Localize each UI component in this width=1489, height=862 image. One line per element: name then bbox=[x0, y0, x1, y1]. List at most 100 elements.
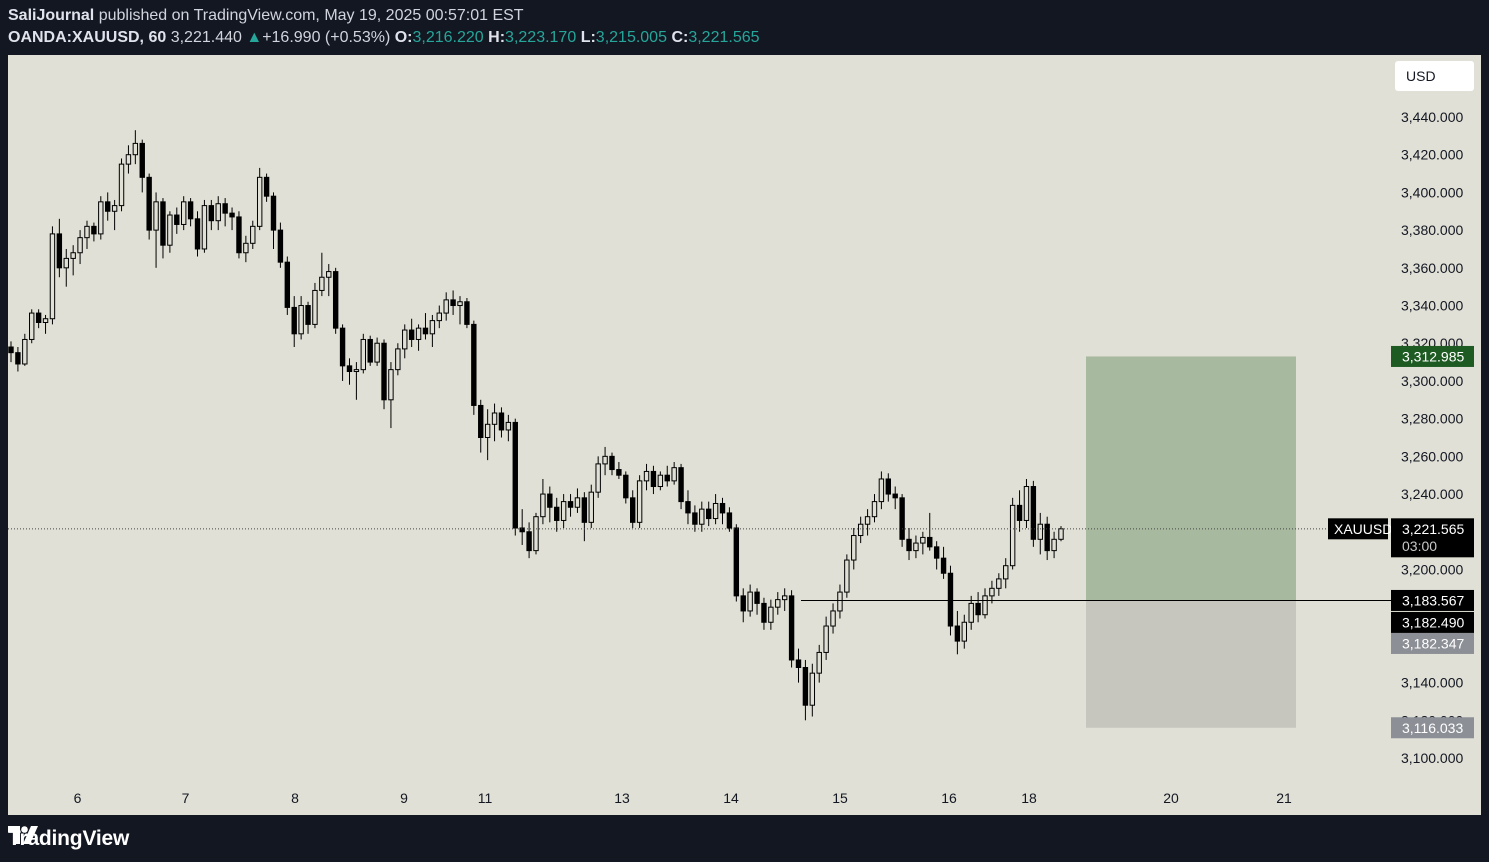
candle[interactable] bbox=[844, 554, 850, 598]
candle[interactable] bbox=[664, 465, 670, 487]
candle[interactable] bbox=[899, 494, 905, 547]
candle[interactable] bbox=[519, 509, 525, 545]
candle[interactable] bbox=[236, 211, 242, 259]
candle[interactable] bbox=[360, 333, 367, 374]
candle[interactable] bbox=[484, 409, 491, 461]
stop-label[interactable]: 3,116.033 bbox=[1391, 717, 1474, 739]
candle[interactable] bbox=[139, 139, 145, 193]
candle[interactable] bbox=[478, 399, 484, 453]
candle[interactable] bbox=[864, 509, 871, 536]
candle[interactable] bbox=[913, 535, 919, 559]
candle[interactable] bbox=[975, 592, 981, 623]
candle[interactable] bbox=[982, 588, 988, 619]
candle[interactable] bbox=[705, 501, 712, 527]
entry-label[interactable]: 3,183.567 bbox=[1391, 589, 1474, 611]
candle[interactable] bbox=[560, 494, 567, 528]
candle[interactable] bbox=[989, 580, 995, 604]
candle[interactable] bbox=[367, 335, 373, 366]
symbol-tag[interactable]: XAUUSD bbox=[1328, 518, 1392, 540]
candle[interactable] bbox=[146, 173, 152, 240]
candle[interactable] bbox=[1023, 478, 1030, 528]
profit-zone[interactable] bbox=[1086, 356, 1296, 601]
candle[interactable] bbox=[215, 196, 221, 231]
candle[interactable] bbox=[84, 220, 90, 249]
candle[interactable] bbox=[920, 531, 926, 555]
candle[interactable] bbox=[22, 333, 28, 366]
candle[interactable] bbox=[105, 192, 111, 221]
loss-zone[interactable] bbox=[1086, 600, 1296, 728]
candle[interactable] bbox=[35, 309, 42, 329]
candle[interactable] bbox=[754, 588, 760, 615]
candle[interactable] bbox=[395, 343, 401, 376]
candle[interactable] bbox=[657, 471, 664, 491]
candle[interactable] bbox=[699, 501, 705, 532]
candle[interactable] bbox=[512, 418, 518, 536]
candle[interactable] bbox=[422, 313, 429, 340]
candle[interactable] bbox=[70, 245, 76, 276]
candle[interactable] bbox=[132, 130, 139, 165]
candle[interactable] bbox=[98, 196, 104, 240]
candle[interactable] bbox=[740, 588, 746, 623]
candle[interactable] bbox=[685, 490, 691, 525]
candle[interactable] bbox=[692, 505, 698, 532]
candle[interactable] bbox=[906, 527, 912, 561]
candle[interactable] bbox=[1030, 480, 1037, 547]
candle[interactable] bbox=[554, 497, 560, 532]
candle[interactable] bbox=[298, 296, 304, 340]
candle[interactable] bbox=[671, 462, 677, 485]
candle[interactable] bbox=[415, 324, 422, 351]
candle[interactable] bbox=[77, 230, 83, 265]
candle[interactable] bbox=[326, 264, 332, 297]
chart-panel[interactable]: 3,440.000 3,420.000 3,400.000 3,380.000 3,36… bbox=[8, 55, 1481, 815]
candle[interactable] bbox=[229, 207, 235, 231]
candle[interactable] bbox=[1037, 512, 1043, 555]
candle[interactable] bbox=[581, 492, 588, 542]
candle[interactable] bbox=[208, 199, 215, 231]
candle[interactable] bbox=[650, 465, 657, 495]
candle[interactable] bbox=[540, 478, 546, 525]
candle[interactable] bbox=[436, 305, 442, 329]
candle[interactable] bbox=[111, 199, 118, 231]
time-axis[interactable]: 6 7 8 9 11 13 14 15 16 18 20 21 bbox=[74, 790, 1292, 806]
candle[interactable] bbox=[574, 488, 581, 513]
candle[interactable] bbox=[588, 484, 594, 528]
level2-label[interactable]: 3,182.490 bbox=[1391, 611, 1474, 633]
candle[interactable] bbox=[788, 590, 795, 668]
candle[interactable] bbox=[768, 599, 774, 630]
price-chart[interactable]: 3,440.000 3,420.000 3,400.000 3,380.000 3,36… bbox=[8, 55, 1481, 815]
candle[interactable] bbox=[443, 292, 449, 321]
candle[interactable] bbox=[457, 296, 463, 325]
candle[interactable] bbox=[526, 522, 532, 559]
candle[interactable] bbox=[118, 158, 125, 212]
candle[interactable] bbox=[795, 648, 802, 683]
candle[interactable] bbox=[243, 235, 249, 263]
candle[interactable] bbox=[1016, 490, 1023, 532]
candle[interactable] bbox=[450, 290, 456, 315]
candle[interactable] bbox=[270, 192, 277, 249]
candle[interactable] bbox=[533, 512, 539, 555]
candle[interactable] bbox=[284, 256, 291, 315]
candle[interactable] bbox=[180, 196, 187, 231]
candle[interactable] bbox=[339, 324, 346, 381]
candle[interactable] bbox=[595, 456, 601, 498]
target-label[interactable]: 3,312.985 bbox=[1391, 345, 1474, 367]
candle[interactable] bbox=[940, 546, 947, 579]
candle[interactable] bbox=[857, 516, 864, 544]
candle[interactable] bbox=[429, 314, 436, 348]
candle[interactable] bbox=[927, 512, 933, 551]
candle[interactable] bbox=[837, 584, 843, 619]
author-name[interactable]: SaliJournal bbox=[8, 7, 95, 24]
candle[interactable] bbox=[374, 337, 380, 366]
candle[interactable] bbox=[42, 314, 49, 334]
candle[interactable] bbox=[1003, 558, 1009, 589]
candle[interactable] bbox=[464, 297, 470, 329]
candle[interactable] bbox=[15, 347, 21, 372]
candle[interactable] bbox=[91, 222, 97, 242]
candle[interactable] bbox=[733, 524, 740, 602]
candle[interactable] bbox=[616, 462, 622, 479]
candle[interactable] bbox=[174, 207, 180, 234]
candle[interactable] bbox=[201, 199, 208, 253]
candle[interactable] bbox=[187, 198, 194, 227]
candle[interactable] bbox=[402, 324, 408, 359]
candle[interactable] bbox=[747, 584, 753, 617]
